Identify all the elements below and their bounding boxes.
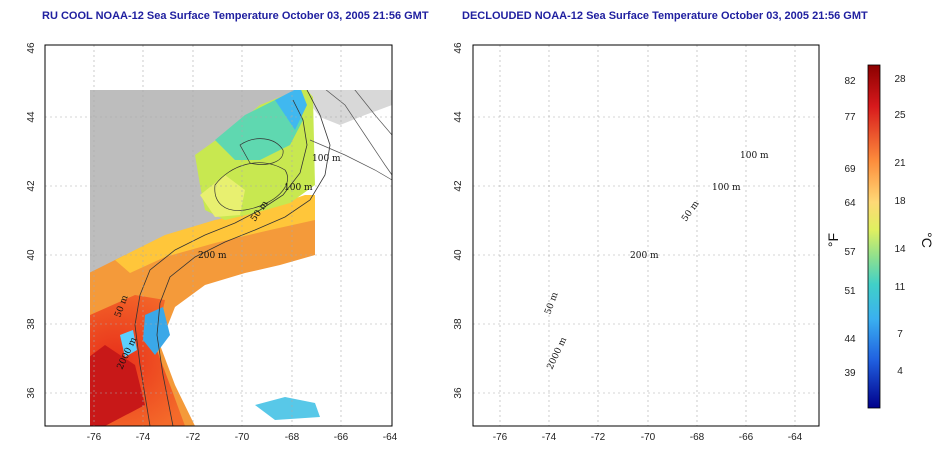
right-panel-title: DECLOUDED NOAA-12 Sea Surface Temperatur… xyxy=(462,10,868,22)
c-tick: 14 xyxy=(894,244,906,255)
left-panel-title: RU COOL NOAA-12 Sea Surface Temperature … xyxy=(42,10,429,22)
right-grid xyxy=(473,45,819,426)
left-contour-label-4: 200 m xyxy=(198,251,227,261)
right-x-ticks: -76 -74 -72 -70 -68 -66 -64 xyxy=(493,432,803,443)
c-tick: 25 xyxy=(894,110,906,121)
left-contour-label-1: 100 m xyxy=(312,154,341,164)
left-y-ticks: 36 38 40 42 44 46 xyxy=(26,42,37,399)
right-map-frame xyxy=(472,44,820,427)
colorbar-f-ticks: 82 77 69 64 57 51 44 39 xyxy=(844,76,856,379)
left-y-tick: 46 xyxy=(26,42,37,54)
right-x-tick: -64 xyxy=(788,432,803,443)
right-x-tick: -74 xyxy=(542,432,557,443)
left-x-tick: -68 xyxy=(285,432,300,443)
colorbar-gradient xyxy=(867,64,881,409)
fahrenheit-label: °F xyxy=(825,233,841,247)
left-map-frame xyxy=(44,44,393,427)
c-tick: 7 xyxy=(897,329,903,340)
c-tick: 18 xyxy=(894,196,906,207)
left-grid xyxy=(45,45,392,426)
left-x-tick: -74 xyxy=(136,432,151,443)
f-tick: 39 xyxy=(844,368,856,379)
right-y-tick: 42 xyxy=(453,180,464,192)
c-tick: 21 xyxy=(894,158,906,169)
right-y-ticks: 36 38 40 42 44 46 xyxy=(453,42,464,399)
right-contour-label-4: 200 m xyxy=(630,251,659,261)
right-contour-label-5: 50 m xyxy=(543,291,560,316)
right-x-tick: -66 xyxy=(739,432,754,443)
left-x-tick: -64 xyxy=(383,432,398,443)
right-y-tick: 36 xyxy=(453,387,464,399)
f-tick: 69 xyxy=(844,164,856,175)
left-x-tick: -66 xyxy=(334,432,349,443)
colorbar-c-ticks: 28 25 21 18 14 11 7 4 xyxy=(894,74,906,377)
right-contour-label-2: 100 m xyxy=(712,183,741,193)
right-y-tick: 38 xyxy=(453,318,464,330)
left-y-tick: 36 xyxy=(26,387,37,399)
right-map: 100 m 100 m 50 m 200 m 50 m 2000 m -76 -… xyxy=(453,42,820,443)
c-tick: 11 xyxy=(895,282,906,293)
right-contour-label-1: 100 m xyxy=(740,151,769,161)
left-map: 100 m 100 m 50 m 200 m 50 m 2000 m -76 -… xyxy=(26,42,398,443)
right-y-tick: 44 xyxy=(453,111,464,123)
right-y-tick: 40 xyxy=(453,249,464,261)
right-x-tick: -70 xyxy=(641,432,656,443)
left-x-ticks: -76 -74 -72 -70 -68 -66 -64 xyxy=(87,432,398,443)
right-contour-label-3: 50 m xyxy=(680,199,702,224)
right-x-tick: -72 xyxy=(591,432,606,443)
c-tick: 4 xyxy=(897,366,903,377)
left-x-tick: -76 xyxy=(87,432,102,443)
f-tick: 77 xyxy=(844,112,856,123)
f-tick: 51 xyxy=(844,286,856,297)
f-tick: 64 xyxy=(844,198,856,209)
left-contour-label-2: 100 m xyxy=(284,183,313,193)
f-tick: 44 xyxy=(844,334,856,345)
right-x-tick: -68 xyxy=(690,432,705,443)
right-y-tick: 46 xyxy=(453,42,464,54)
left-x-tick: -70 xyxy=(235,432,250,443)
right-x-tick: -76 xyxy=(493,432,508,443)
left-y-tick: 44 xyxy=(26,111,37,123)
colorbar: 82 77 69 64 57 51 44 39 28 25 21 18 14 1… xyxy=(825,64,935,409)
left-y-tick: 40 xyxy=(26,249,37,261)
left-x-tick: -72 xyxy=(186,432,201,443)
celsius-label: °C xyxy=(919,232,935,248)
f-tick: 57 xyxy=(844,247,856,258)
left-y-tick: 38 xyxy=(26,318,37,330)
left-y-tick: 42 xyxy=(26,180,37,192)
c-tick: 28 xyxy=(894,74,906,85)
f-tick: 82 xyxy=(844,76,856,87)
